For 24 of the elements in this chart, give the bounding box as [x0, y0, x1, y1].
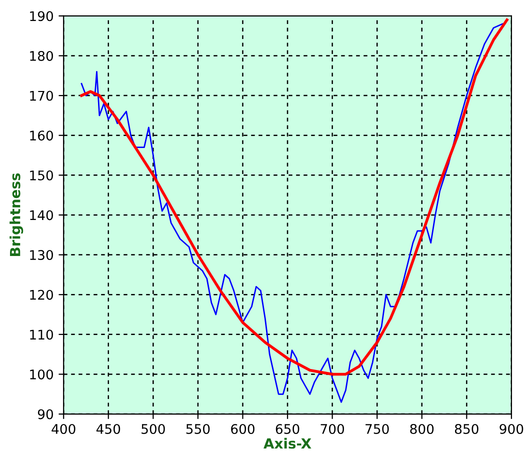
y-tick-label: 130 — [30, 250, 53, 260]
x-tick-label: 450 — [96, 424, 120, 434]
y-tick-label: 100 — [30, 369, 53, 380]
y-tick-label: 180 — [30, 50, 53, 61]
y-tick-label: 170 — [30, 90, 53, 101]
y-tick-label: 140 — [30, 210, 53, 220]
y-tick-label: 110 — [30, 330, 53, 340]
x-tick-label: 800 — [410, 424, 434, 434]
x-tick-label: 650 — [276, 424, 300, 434]
y-tick-label: 90 — [38, 409, 53, 420]
x-tick-label: 600 — [231, 424, 254, 434]
x-tick-label: 500 — [142, 424, 165, 434]
y-tick-label: 190 — [30, 11, 53, 22]
y-tick-label: 160 — [30, 130, 53, 141]
x-tick-label: 900 — [500, 424, 524, 434]
x-tick-label: 750 — [366, 424, 389, 434]
y-tick-label: 150 — [30, 170, 53, 180]
x-tick-label: 700 — [320, 424, 344, 434]
y-tick-label: 120 — [30, 290, 53, 300]
x-tick-label: 550 — [186, 424, 210, 434]
x-tick-label: 400 — [52, 424, 76, 434]
y-axis-title: Brightness — [10, 173, 24, 256]
x-axis-title: Axis-X — [264, 438, 312, 449]
x-tick-label: 850 — [454, 424, 478, 434]
